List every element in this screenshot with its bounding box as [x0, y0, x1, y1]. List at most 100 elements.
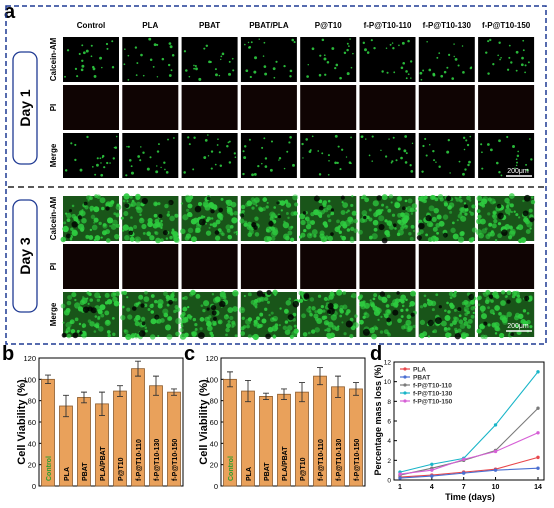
data-point: [430, 468, 434, 472]
error-bar: [135, 360, 141, 377]
micrograph-cell: [60, 194, 122, 243]
column-header: PBAT/PLA: [249, 21, 289, 30]
column-header: Control: [77, 21, 105, 30]
category-label: PBAT: [82, 462, 89, 481]
micrograph-cell: [239, 194, 299, 243]
micrograph-cell: [63, 244, 119, 289]
column-header: PLA: [142, 21, 158, 30]
category-label: Control: [46, 456, 53, 481]
micrograph-cell: [122, 244, 179, 289]
micrograph-grid: [60, 37, 536, 341]
legend-marker: [403, 383, 407, 387]
category-label: f-P@T10-130: [336, 439, 343, 481]
y-tick-label: 60: [28, 418, 36, 427]
micrograph-cell: [359, 244, 416, 289]
panel-a: a Control PLA PBAT PBAT/PLA P@T10 f-P@T10-110…: [4, 1, 547, 345]
y-tick-label: 6: [387, 419, 391, 426]
micrograph-cell: [122, 133, 179, 178]
day1-label-box: Day 1: [12, 51, 38, 165]
micrograph-cell: [63, 133, 119, 178]
error-bar: [45, 374, 51, 385]
column-header: P@T10: [315, 21, 342, 30]
category-label: f-P@T10-110: [136, 439, 143, 481]
y-tick-label: 60: [210, 418, 218, 427]
column-header: f-P@T10-110: [364, 21, 412, 30]
micrograph-cell: [358, 194, 418, 244]
micrograph-cell: [418, 133, 475, 178]
error-bar: [117, 385, 123, 397]
day1-label: Day 1: [17, 89, 33, 127]
data-point: [493, 449, 498, 454]
micrograph-cell: [478, 85, 535, 130]
series-line: [399, 467, 539, 479]
panel-d: d Percentage mass loss (%) Time (days) P…: [370, 343, 545, 502]
row-label: Merge: [49, 302, 58, 326]
column-headers: Control PLA PBAT PBAT/PLA P@T10 f-P@T10-110 f-…: [77, 21, 531, 30]
data-point: [536, 431, 540, 435]
column-header: f-P@T10-130: [423, 21, 472, 30]
legend-entry: f-P@T10-150: [413, 398, 453, 405]
error-bar: [335, 375, 341, 398]
y-tick-label: 40: [210, 439, 218, 448]
error-bar: [99, 391, 105, 417]
micrograph-cell: [181, 37, 238, 82]
data-point: [398, 476, 402, 480]
micrograph-cell: [181, 244, 238, 289]
micrograph-cell: [63, 37, 119, 82]
micrograph-cell: [418, 37, 475, 82]
micrograph-cell: [416, 194, 478, 243]
category-label: PLA/PBAT: [282, 446, 289, 481]
y-tick-label: 0: [387, 478, 391, 485]
category-label: PLA/PBAT: [100, 446, 107, 481]
panel-c-ylabel: Cell Viability (%): [198, 379, 210, 465]
micrograph-cell: [240, 133, 297, 178]
micrograph-cell: [240, 37, 297, 82]
data-point: [536, 455, 540, 460]
error-bar: [317, 367, 323, 386]
panel-a-frame: [5, 5, 547, 345]
error-bar: [81, 391, 87, 404]
panel-a-letter: a: [4, 1, 16, 23]
micrograph-cell: [300, 37, 357, 82]
y-tick-label: 120: [205, 354, 218, 363]
x-tick-label: 7: [462, 484, 466, 491]
x-tick-label: 10: [492, 484, 500, 491]
micrograph-cell: [120, 290, 182, 341]
panel-c-letter: c: [184, 343, 195, 365]
micrograph-cell: [478, 37, 535, 82]
error-bar: [263, 392, 269, 401]
micrograph-cell: [180, 194, 239, 243]
y-tick-label: 4: [387, 438, 391, 445]
panel-d-letter: d: [370, 343, 382, 365]
category-label: f-P@T10-130: [154, 439, 161, 481]
error-bar: [227, 371, 233, 388]
micrograph-cell: [120, 193, 180, 244]
error-bar: [353, 382, 359, 396]
micrograph-cell: [476, 289, 535, 340]
category-label: PLA: [246, 467, 253, 481]
legend-entry: PLA: [413, 366, 426, 373]
panel-d-xlabel: Time (days): [445, 492, 495, 502]
category-label: f-P@T10-150: [172, 439, 179, 481]
micrograph-cell: [122, 85, 179, 130]
data-point: [430, 474, 434, 478]
column-header: f-P@T10-150: [482, 21, 531, 30]
y-tick-label: 0: [32, 482, 36, 491]
micrograph-cell: [475, 193, 536, 244]
y-tick-label: 20: [28, 461, 36, 470]
micrograph-cell: [418, 85, 475, 130]
category-label: PBAT: [264, 462, 271, 481]
micrograph-cell: [179, 289, 239, 340]
data-point: [493, 468, 498, 472]
micrograph-cell: [238, 289, 300, 341]
category-label: P@T10: [300, 457, 307, 481]
y-tick-label: 120: [23, 354, 36, 363]
micrograph-cell: [300, 133, 357, 178]
micrograph-cell: [478, 244, 535, 289]
data-point: [536, 370, 540, 374]
panel-c: c Cell Viability (%) 0 20 40 60 80 100 120 Cont…: [184, 343, 366, 491]
y-tick-label: 8: [387, 399, 391, 406]
y-tick-label: 100: [23, 375, 36, 384]
y-tick-label: 80: [210, 397, 218, 406]
